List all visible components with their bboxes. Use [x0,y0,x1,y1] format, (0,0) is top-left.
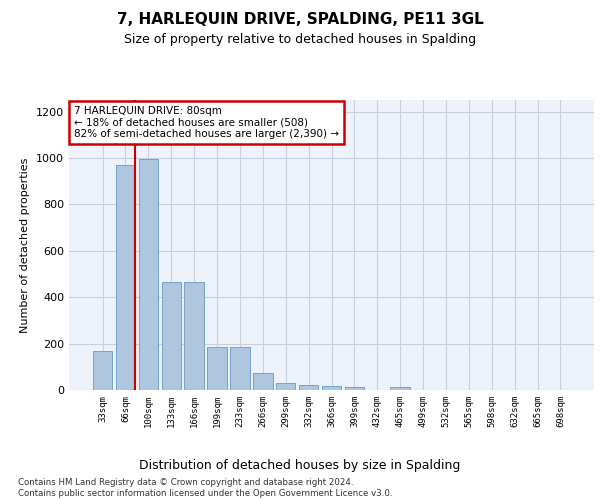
Bar [344,387,364,390]
Bar [161,282,181,390]
Bar [116,165,135,390]
Bar [391,386,410,390]
Bar [184,282,204,390]
Bar [208,347,227,390]
Text: Size of property relative to detached houses in Spalding: Size of property relative to detached ho… [124,32,476,46]
Bar [230,347,250,390]
Text: 7 HARLEQUIN DRIVE: 80sqm
← 18% of detached houses are smaller (508)
82% of semi-: 7 HARLEQUIN DRIVE: 80sqm ← 18% of detach… [74,106,339,139]
Bar [93,350,112,390]
Bar [322,386,341,390]
Bar [276,383,295,390]
Text: Distribution of detached houses by size in Spalding: Distribution of detached houses by size … [139,460,461,472]
Bar [139,159,158,390]
Bar [299,385,319,390]
Y-axis label: Number of detached properties: Number of detached properties [20,158,31,332]
Bar [253,374,272,390]
Text: Contains HM Land Registry data © Crown copyright and database right 2024.
Contai: Contains HM Land Registry data © Crown c… [18,478,392,498]
Text: 7, HARLEQUIN DRIVE, SPALDING, PE11 3GL: 7, HARLEQUIN DRIVE, SPALDING, PE11 3GL [116,12,484,28]
